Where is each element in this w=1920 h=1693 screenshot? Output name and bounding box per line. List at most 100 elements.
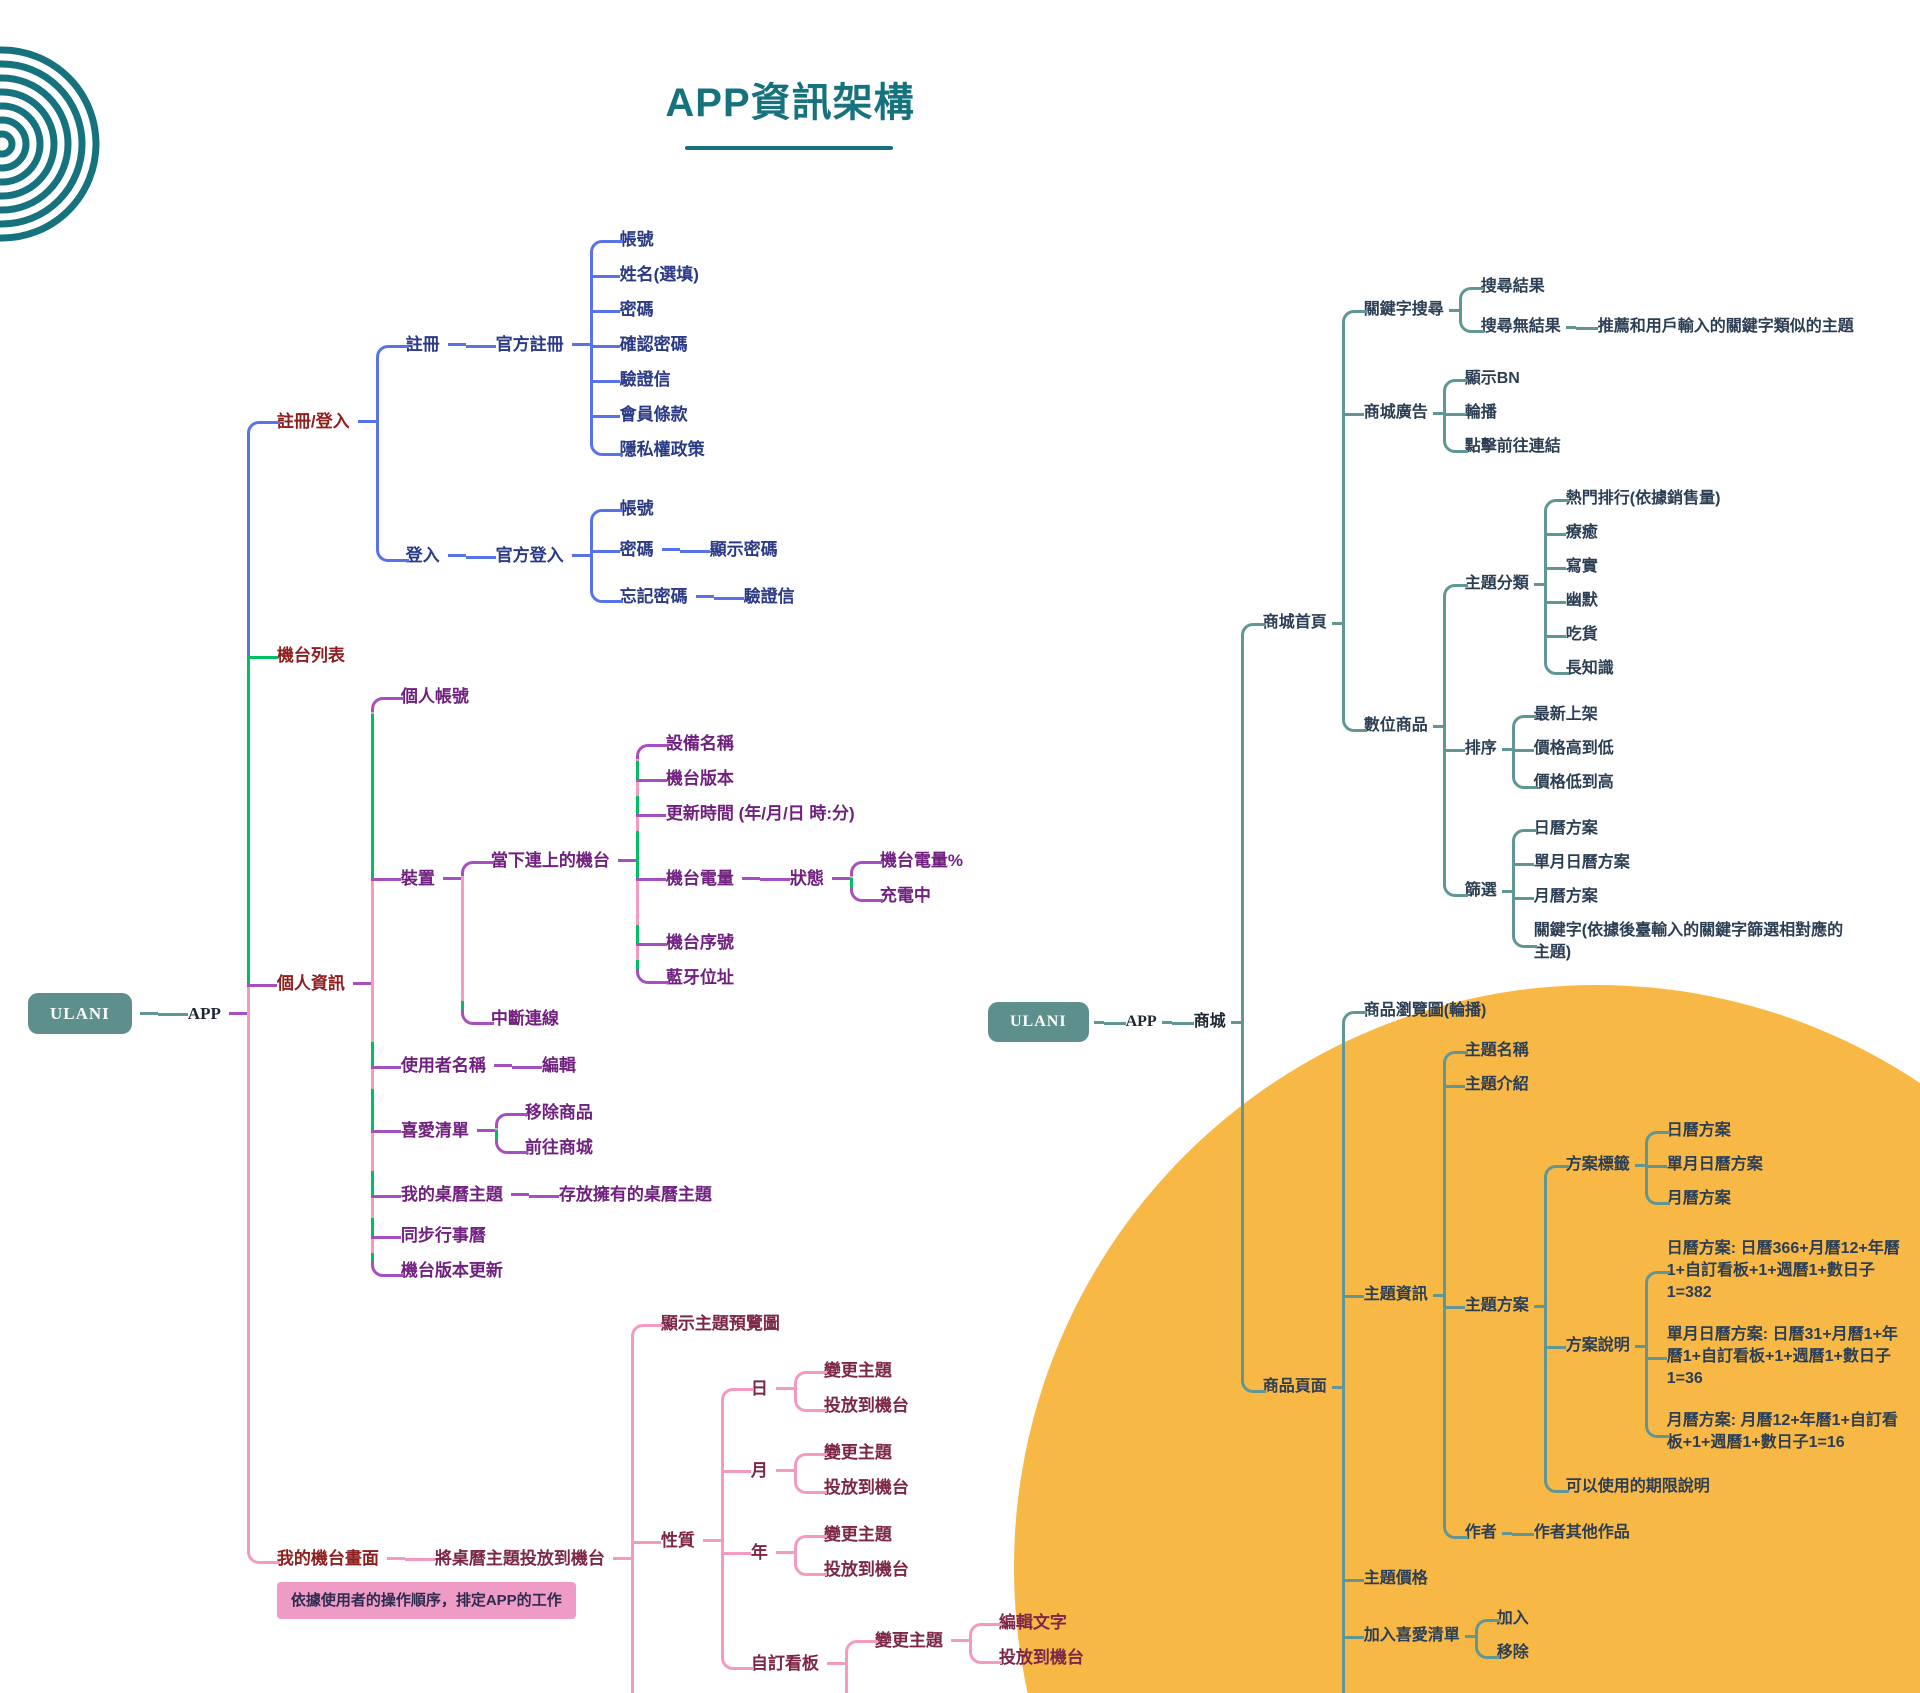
- tree-node: 主題名稱: [1465, 1040, 1529, 1062]
- tree-branch: 搜尋無結果 推薦和用戶輸入的關鍵字類似的主題: [1458, 304, 1854, 350]
- tree-node: 商品頁面 商品瀏覽圖(輪播) 主題資訊 主題名稱 主題介紹 主題方案 方案標籤 日曆方案 單月日…: [1263, 994, 1912, 1693]
- tree-node: 將桌曆主題投放到機台 顯示主題預覽圖 性質日變更主題 投放到機台月變更主題 投放到機台年…: [435, 1306, 1084, 1693]
- trunk-segment-top: [1644, 1148, 1648, 1165]
- children-group: 變更主題 編輯文字投放到機台上傳相片投放到機台: [844, 1599, 1084, 1693]
- trunk-segment-top: [1442, 1510, 1446, 1524]
- children-group: APP 註冊/登入 註冊 官方註冊 帳號 姓名(選填) 密碼 確認密碼 驗證信 會員條款 隱私權政策…: [157, 198, 1084, 1693]
- tree-branch: 主題資訊 主題名稱 主題介紹 主題方案 方案標籤 日曆方案 單月日曆方案 月曆方案 方案說明 日曆…: [1341, 1028, 1912, 1562]
- trunk-segment-top: [844, 1681, 848, 1693]
- connector-line: [386, 1556, 405, 1560]
- tree-branch: 將桌曆主題投放到機台 顯示主題預覽圖 性質日變更主題 投放到機台月變更主題 投放到機台年…: [404, 1300, 1084, 1693]
- tree-node: 喜愛清單 移除商品 前往商城: [401, 1095, 593, 1165]
- connector-line: [831, 876, 850, 880]
- node-label: APP: [187, 1003, 221, 1023]
- children-group: 方案標籤 日曆方案 單月日曆方案 月曆方案 方案說明 日曆方案: 日曆366+月曆12+年…: [1543, 1108, 1912, 1504]
- tree-node: 編輯: [542, 1054, 576, 1077]
- tree-branch: 商品頁面 商品瀏覽圖(輪播) 主題資訊 主題名稱 主題介紹 主題方案 方案標籤 日曆方案 單月日…: [1240, 988, 1912, 1693]
- tree-node: 日曆方案: [1534, 818, 1598, 840]
- node-label: 隱私權政策: [619, 440, 705, 459]
- trunk-segment-top: [793, 1388, 797, 1397]
- tree-branch: 官方登入 帳號 密碼 顯示密碼 忘記密碼 驗證信: [465, 485, 795, 626]
- tree-branch: 投放到機台: [793, 1388, 909, 1423]
- trunk-segment-top: [246, 673, 250, 984]
- trunk-segment-top: [635, 925, 639, 943]
- tree-node: 主題價格: [1364, 1568, 1428, 1590]
- trunk-segment-top: [370, 1089, 374, 1130]
- tree-node: 搜尋結果: [1481, 276, 1545, 298]
- trunk-segment-bottom: [589, 274, 593, 292]
- connector-line: [357, 419, 376, 423]
- connector-line: [228, 1011, 247, 1015]
- trunk-segment-top: [589, 432, 593, 441]
- trunk-segment-top: [1442, 396, 1446, 413]
- tree-node: 價格高到低: [1534, 738, 1614, 760]
- node-label: 年: [750, 1542, 768, 1562]
- tree-node: 會員條款: [620, 403, 688, 426]
- tree-node: 主題分類 熱門排行(依據銷售量) 療癒 寫實 幽默 吃貨 長知識: [1465, 482, 1721, 686]
- children-group: 已購買進入我的桌曆主題購買進入Apple Pay/Google Pay: [1443, 1682, 1736, 1693]
- node-label: 方案說明: [1565, 1337, 1630, 1354]
- trunk-segment-bottom: [589, 344, 593, 362]
- node-label: 商城首頁: [1262, 614, 1327, 631]
- tree-node: 顯示密碼: [710, 538, 778, 561]
- node-label: 加入喜愛清單: [1363, 1627, 1460, 1644]
- tree-branch: 我的機台畫面 將桌曆主題投放到機台 顯示主題預覽圖 性質日變更主題 投放到機台月變更主題…: [246, 1294, 1084, 1693]
- tree-node: 中斷連線: [491, 1007, 559, 1030]
- tree-node: 投放到機台: [999, 1646, 1084, 1669]
- connector-line: [775, 1468, 794, 1472]
- tree-branch: 充電中: [849, 878, 963, 913]
- trunk-segment-bottom: [1543, 601, 1547, 618]
- trunk-segment-bottom: [246, 433, 250, 638]
- tree-branch: 療癒: [1543, 516, 1721, 550]
- tree-branch: 喜愛清單 移除商品 前往商城: [370, 1089, 963, 1171]
- node-label: 商城廣告: [1363, 404, 1428, 421]
- node-label: 裝置: [400, 868, 435, 888]
- trunk-segment-bottom: [1442, 1306, 1446, 1510]
- trunk-segment-top: [1341, 1562, 1345, 1579]
- tree-branch: 月曆方案: [1644, 1182, 1763, 1216]
- node-label: 作者其他作品: [1533, 1524, 1630, 1541]
- trunk-segment-top: [720, 1429, 724, 1470]
- node-label: 更新時間 (年/月/日 時:分): [665, 804, 855, 823]
- trunk-segment-top: [635, 831, 639, 878]
- connector-line: [1161, 1020, 1172, 1024]
- node-label: 顯示BN: [1464, 370, 1520, 387]
- trunk-segment-bottom: [1341, 413, 1345, 470]
- node-label: 機台版本: [665, 769, 734, 788]
- node-label: 前往商城: [524, 1138, 593, 1157]
- tree-branch: 設備名稱: [635, 726, 963, 761]
- tree-node: 月曆方案: [1667, 1188, 1731, 1210]
- tree-branch: 移除商品: [494, 1095, 593, 1130]
- tree-node: 點擊前往連結: [1465, 436, 1561, 458]
- node-label: 投放到機台: [823, 1396, 909, 1415]
- children-group: 顯示BN 輪播點擊前往連結: [1442, 362, 1561, 464]
- node-label: 我的機台畫面: [276, 1548, 379, 1568]
- trunk-segment-bottom: [246, 655, 250, 673]
- trunk-segment-top: [1442, 1102, 1446, 1306]
- tree-node: 月 變更主題 投放到機台: [751, 1435, 909, 1505]
- children-group: 機台電量% 充電中: [849, 843, 963, 913]
- tree-branch: 最新上架: [1511, 698, 1614, 732]
- children-group: 顯示主題預覽圖 性質日變更主題 投放到機台月變更主題 投放到機台年變更主題 投放到機台自…: [630, 1306, 1084, 1693]
- tree-node: 機台電量 狀態 機台電量% 充電中: [666, 837, 963, 919]
- children-group: 設備名稱機台版本更新時間 (年/月/日 時:分) 機台電量 狀態 機台電量% 充電中 機台…: [635, 726, 963, 995]
- tree-branch: 顯示主題預覽圖: [630, 1306, 1084, 1341]
- trunk-segment-top: [370, 1253, 374, 1262]
- tree-branch: 月 變更主題 投放到機台: [720, 1429, 1084, 1511]
- tree-node: 隱私權政策: [620, 438, 705, 461]
- connector-line: [510, 1193, 529, 1196]
- node-label: 主題價格: [1363, 1570, 1428, 1587]
- tree-branch: 搜尋結果: [1458, 270, 1854, 304]
- node-label: 日曆方案: 日曆366+月曆12+年曆1+自訂看板+1+週曆1+數日子1=382: [1666, 1240, 1900, 1301]
- trunk-segment-top: [1543, 584, 1547, 601]
- tree-branch: 日曆方案: 日曆366+月曆12+年曆1+自訂看板+1+週曆1+數日子1=382: [1644, 1228, 1912, 1314]
- connector-line: [1565, 325, 1576, 329]
- node-label: 存放擁有的桌曆主題: [558, 1185, 712, 1204]
- tree-branch: 單月日曆方案: [1511, 846, 1854, 880]
- tree-node: 輪播: [1465, 402, 1497, 424]
- children-group: 註冊 官方註冊 帳號 姓名(選填) 密碼 確認密碼 驗證信 會員條款 隱私權政策 登入 官方登入 帳號…: [375, 210, 795, 632]
- children-group: 官方註冊 帳號 姓名(選填) 密碼 確認密碼 驗證信 會員條款 隱私權政策: [465, 216, 705, 473]
- tree-branch: 寫實: [1543, 550, 1721, 584]
- node-label: 作者: [1464, 1524, 1497, 1541]
- node-label: 最新上架: [1533, 706, 1598, 723]
